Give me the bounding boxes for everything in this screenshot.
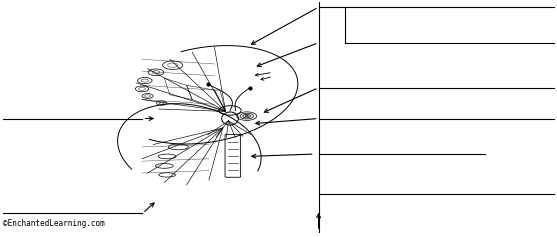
Text: ©EnchantedLearning.com: ©EnchantedLearning.com	[3, 219, 105, 228]
